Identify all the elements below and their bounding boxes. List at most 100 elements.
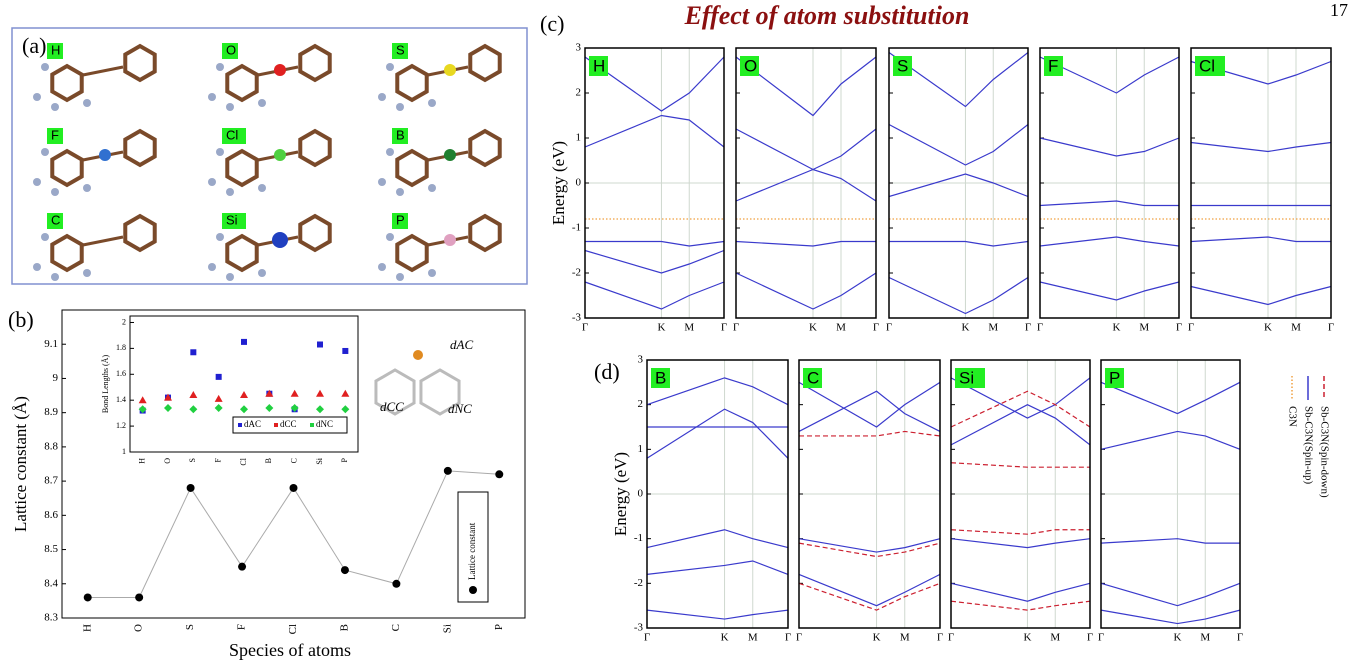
- label-box: [1044, 56, 1063, 76]
- legend-marker: [238, 423, 242, 427]
- structure-label: H: [51, 42, 60, 57]
- x-tick-label: H: [81, 624, 93, 632]
- panel-label: (c): [540, 11, 564, 36]
- legend-label: Lattice constant: [467, 522, 477, 580]
- bond-label: dNC: [448, 401, 472, 416]
- band: [1100, 430, 1241, 450]
- axes-frame: [61, 309, 526, 619]
- legend-label: dAC: [244, 419, 261, 429]
- point: [341, 389, 350, 397]
- band: [584, 56, 725, 112]
- legend-box: [457, 491, 489, 603]
- band: [798, 390, 941, 433]
- band: [735, 56, 877, 117]
- y-tick-label: 3: [638, 354, 644, 366]
- x-tick-label: Γ: [1087, 632, 1093, 644]
- band: [950, 538, 1091, 549]
- point: [138, 396, 147, 404]
- y-tick-label: 8.5: [44, 543, 58, 555]
- ring: [50, 233, 84, 273]
- band: [1039, 200, 1179, 207]
- band: [735, 168, 877, 202]
- atom: [258, 184, 266, 192]
- panel-label: (b): [8, 307, 34, 332]
- y-tick-label: 8.7: [44, 475, 58, 487]
- band: [584, 114, 725, 148]
- x-tick-label: K: [873, 632, 881, 644]
- atom: [396, 273, 404, 281]
- y-axis-label: Bond Lengths (Å): [101, 355, 110, 414]
- band: [889, 240, 1029, 247]
- ring: [468, 213, 502, 253]
- x-tick-label: Γ: [1188, 322, 1194, 334]
- band: [950, 462, 1090, 468]
- atom: [208, 93, 216, 101]
- x-tick-label: Γ: [582, 322, 588, 334]
- y-tick-label: 2: [638, 398, 644, 410]
- x-tick-label: O: [163, 458, 172, 464]
- atom: [41, 233, 49, 241]
- point: [443, 466, 452, 475]
- atom: [51, 103, 59, 111]
- y-tick-label: -2: [634, 577, 643, 589]
- x-tick-label: B: [264, 458, 273, 463]
- atom: [378, 93, 386, 101]
- point: [240, 405, 248, 414]
- x-tick-label: K: [657, 322, 665, 334]
- ring: [298, 213, 332, 253]
- axes-frame: [950, 359, 1091, 629]
- point: [138, 405, 147, 414]
- ring: [298, 43, 332, 83]
- ring: [225, 148, 259, 188]
- hetero-atom: [444, 149, 456, 161]
- band: [646, 377, 789, 406]
- x-tick-label: O: [133, 624, 145, 632]
- structure-label: C: [51, 212, 60, 227]
- atom: [396, 103, 404, 111]
- band: [888, 52, 1029, 108]
- legend-marker: [274, 423, 278, 427]
- structure-label: F: [51, 127, 59, 142]
- point: [135, 593, 144, 602]
- y-tick-label: 1: [638, 443, 644, 455]
- x-tick-label: P: [340, 457, 349, 462]
- panel-element-label: H: [593, 56, 605, 75]
- point: [189, 391, 198, 399]
- atom: [33, 178, 41, 186]
- figure-title: Effect of atom substitution: [684, 1, 970, 30]
- structure-label: B: [396, 127, 405, 142]
- band: [1100, 381, 1241, 415]
- label-box: [1195, 56, 1225, 76]
- ring: [468, 43, 502, 83]
- point: [495, 470, 504, 479]
- hetero-atom: [99, 149, 111, 161]
- y-axis-label: Lattice constant (Å): [11, 396, 30, 532]
- panel-element-label: Cl: [1199, 56, 1215, 75]
- y-tick-label: 9: [53, 372, 59, 384]
- structure-label: Si: [226, 212, 238, 227]
- x-tick-label: M: [900, 632, 910, 644]
- y-tick-label: 1: [122, 447, 126, 456]
- atom: [83, 184, 91, 192]
- band: [646, 609, 789, 620]
- x-tick-label: Si: [315, 457, 324, 464]
- point: [241, 338, 247, 345]
- band: [646, 529, 789, 549]
- band: [735, 272, 877, 310]
- x-tick-label: S: [188, 458, 197, 462]
- point: [316, 405, 324, 414]
- axes-frame: [1100, 359, 1241, 629]
- y-tick-label: -3: [634, 622, 644, 634]
- legend-label: dNC: [316, 419, 333, 429]
- ring: [123, 213, 157, 253]
- x-tick-label: P: [493, 624, 505, 630]
- x-tick-label: K: [961, 322, 969, 334]
- x-tick-label: Γ: [1098, 632, 1104, 644]
- label-box: [589, 56, 608, 76]
- point: [215, 373, 222, 380]
- atom: [378, 178, 386, 186]
- band: [798, 573, 941, 607]
- structure-label: P: [396, 212, 405, 227]
- atom: [396, 188, 404, 196]
- structure-label: O: [226, 42, 236, 57]
